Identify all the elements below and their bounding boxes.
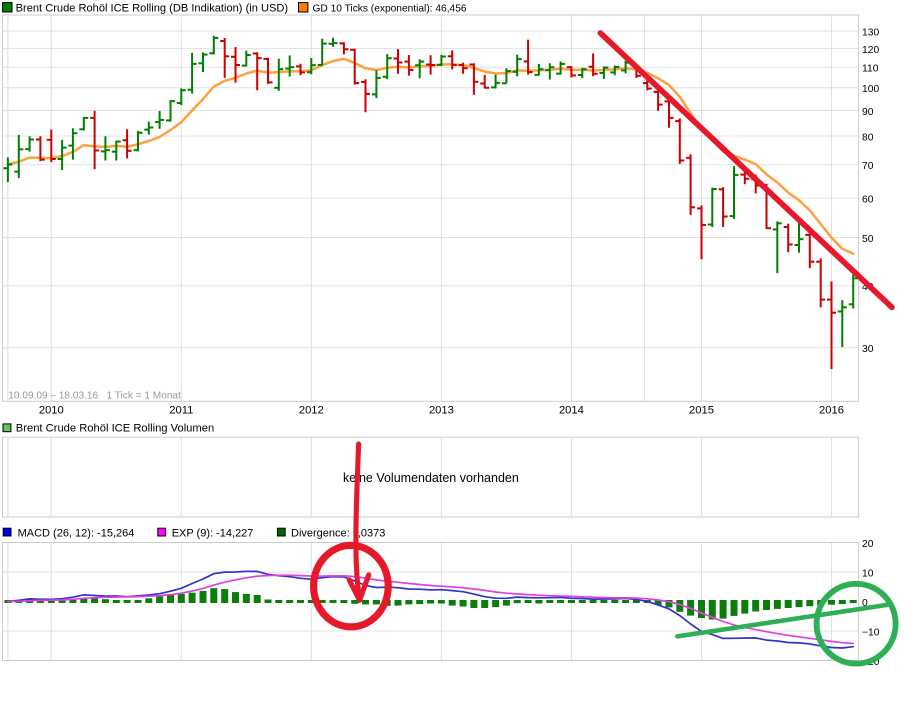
svg-text:100: 100 <box>862 84 879 95</box>
svg-text:10: 10 <box>862 568 874 579</box>
svg-text:2010: 2010 <box>39 405 64 417</box>
svg-text:GD 10 Ticks (exponential): 46,: GD 10 Ticks (exponential): 46,456 <box>313 4 467 15</box>
svg-text:2012: 2012 <box>299 405 324 417</box>
svg-text:2013: 2013 <box>429 405 454 417</box>
svg-text:2015: 2015 <box>689 405 714 417</box>
svg-text:60: 60 <box>862 195 874 206</box>
svg-text:keine Volumendaten vorhanden: keine Volumendaten vorhanden <box>343 471 519 485</box>
svg-text:20: 20 <box>862 539 874 550</box>
svg-text:EXP (9): -14,227: EXP (9): -14,227 <box>172 528 254 540</box>
svg-text:0: 0 <box>862 598 868 609</box>
svg-text:Brent Crude Rohöl ICE Rolling: Brent Crude Rohöl ICE Rolling Volumen <box>16 422 214 434</box>
svg-text:Divergence: −: Divergence: − <box>291 528 359 540</box>
svg-text:2011: 2011 <box>169 405 193 417</box>
svg-text:2014: 2014 <box>559 405 584 417</box>
svg-text:70: 70 <box>862 161 874 172</box>
svg-text:−10: −10 <box>862 627 880 638</box>
svg-text:120: 120 <box>862 45 879 56</box>
svg-text:MACD (26, 12): -15,264: MACD (26, 12): -15,264 <box>18 528 135 540</box>
svg-text:,0373: ,0373 <box>358 528 386 540</box>
svg-text:2016: 2016 <box>819 405 844 417</box>
svg-text:30: 30 <box>862 344 874 355</box>
svg-text:50: 50 <box>862 234 874 245</box>
svg-text:80: 80 <box>862 132 874 143</box>
svg-text:110: 110 <box>862 64 879 75</box>
svg-text:Brent Crude Rohöl ICE Rolling: Brent Crude Rohöl ICE Rolling (DB Indika… <box>16 3 289 15</box>
svg-text:10.09.09 – 18.03.16 1 Tick =: 10.09.09 – 18.03.16 1 Tick = 1 Monat <box>8 391 181 402</box>
svg-text:130: 130 <box>862 28 879 39</box>
svg-text:90: 90 <box>862 107 874 118</box>
